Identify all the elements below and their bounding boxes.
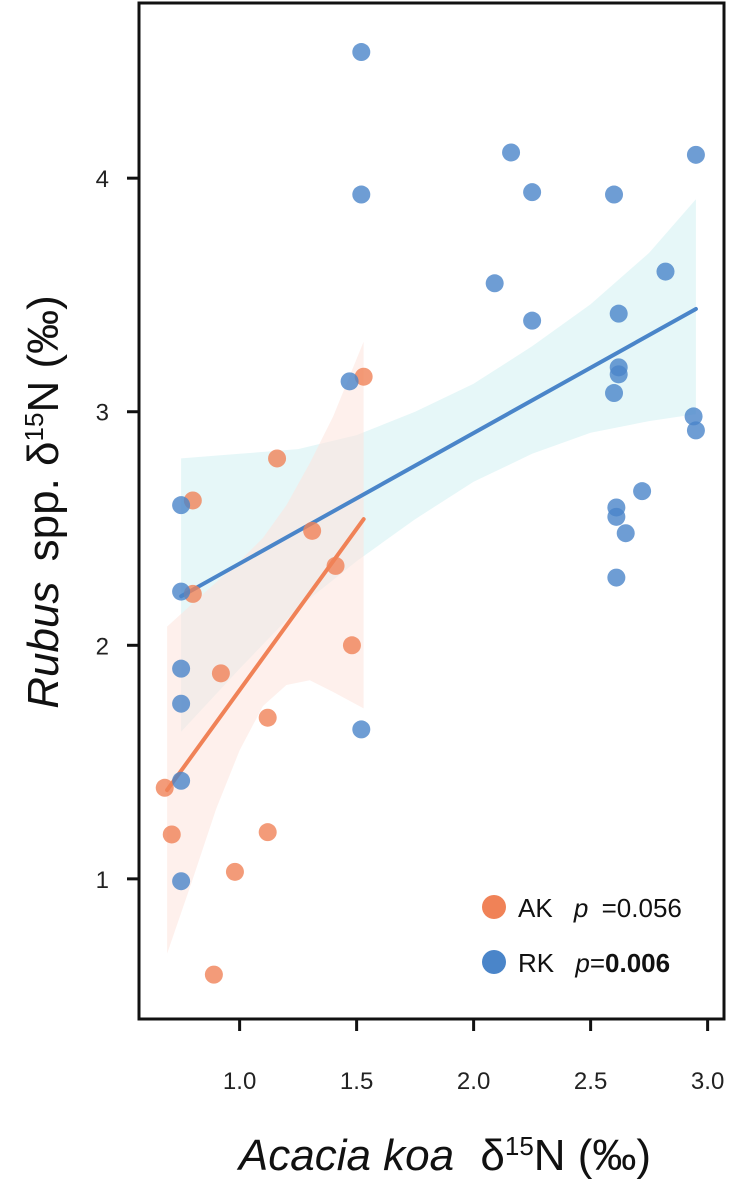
- data-point-rk: [352, 43, 371, 62]
- x-tick-label: 1.0: [223, 1068, 256, 1095]
- data-point-rk: [172, 872, 191, 891]
- data-point-rk: [686, 421, 705, 440]
- y-tick-label: 3: [96, 400, 109, 427]
- data-points: [155, 43, 705, 984]
- data-point-rk: [686, 145, 705, 164]
- data-point-ak: [268, 449, 287, 468]
- data-point-ak: [204, 965, 223, 984]
- plot-frame: [137, 1, 726, 1021]
- data-point-rk: [502, 143, 521, 162]
- data-point-ak: [354, 367, 373, 386]
- legend: AK p =0.056 RK p=0.006: [482, 893, 682, 978]
- legend-marker-rk: [482, 950, 506, 974]
- data-point-rk: [633, 482, 652, 501]
- data-point-rk: [605, 384, 624, 403]
- legend-marker-ak: [482, 895, 506, 919]
- data-point-rk: [485, 274, 504, 293]
- y-tick-label: 2: [96, 633, 109, 660]
- data-point-ak: [225, 862, 244, 881]
- data-point-ak: [258, 823, 277, 842]
- y-tick-label: 4: [96, 166, 109, 193]
- x-tick-label: 2.0: [457, 1068, 490, 1095]
- x-tick-label: 1.5: [340, 1068, 373, 1095]
- data-point-ak: [326, 556, 345, 575]
- data-point-rk: [172, 582, 191, 601]
- fit-line-rk: [179, 306, 698, 599]
- data-point-ak: [162, 825, 181, 844]
- data-point-ak: [211, 664, 230, 683]
- data-point-ak: [342, 636, 361, 655]
- data-point-rk: [656, 262, 675, 281]
- data-point-rk: [352, 720, 371, 739]
- data-point-rk: [609, 304, 628, 323]
- data-point-rk: [172, 496, 191, 515]
- data-point-rk: [172, 694, 191, 713]
- data-point-ak: [155, 778, 174, 797]
- legend-label-rk: RK p=0.006: [518, 948, 670, 978]
- y-axis-title: Rubus spp. δ15N (‰): [19, 295, 68, 709]
- legend-label-ak: AK p =0.056: [518, 893, 682, 923]
- data-point-rk: [172, 771, 191, 790]
- data-point-rk: [523, 311, 542, 330]
- confidence-band-rk: [181, 199, 696, 732]
- x-tick-label: 2.5: [574, 1068, 607, 1095]
- x-tick-label: 3.0: [691, 1068, 724, 1095]
- data-point-ak: [303, 521, 322, 540]
- data-point-rk: [605, 185, 624, 204]
- data-point-rk: [340, 372, 359, 391]
- axes: 1.0 1.5 2.0 2.5 3.0 1 2 3 4: [96, 1, 726, 1095]
- confidence-bands: [167, 199, 696, 954]
- data-point-rk: [609, 365, 628, 384]
- confidence-band-ak: [167, 341, 364, 954]
- data-point-rk: [523, 183, 542, 202]
- y-tick-label: 1: [96, 867, 109, 894]
- data-point-rk: [616, 524, 635, 543]
- data-point-rk: [172, 659, 191, 678]
- data-point-rk: [607, 568, 626, 587]
- data-point-rk: [607, 507, 626, 526]
- data-point-rk: [684, 407, 703, 426]
- data-point-ak: [258, 708, 277, 727]
- data-point-rk: [352, 185, 371, 204]
- x-axis-title: Acacia koa δ15N (‰): [236, 1131, 651, 1180]
